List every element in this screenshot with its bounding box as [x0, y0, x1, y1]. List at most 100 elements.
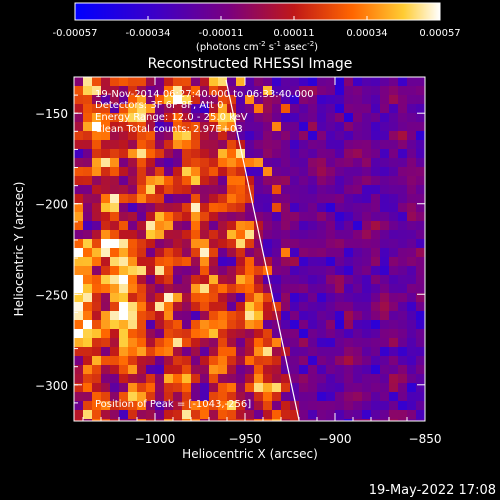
heatmap-cell: [164, 149, 174, 159]
heatmap-cell: [353, 311, 363, 321]
plot-title: Reconstructed RHESSI Image: [148, 56, 353, 72]
heatmap-cell: [245, 275, 255, 285]
heatmap-cell: [200, 113, 210, 123]
heatmap-cell: [263, 338, 273, 348]
heatmap-cell: [407, 320, 417, 330]
heatmap-cell: [92, 293, 102, 303]
heatmap-cell: [101, 383, 111, 393]
heatmap-cell: [119, 140, 129, 150]
colorbar-tick-label: 0.00057: [419, 28, 460, 39]
heatmap-cell: [119, 329, 129, 339]
heatmap-cell: [380, 338, 390, 348]
heatmap-cell: [362, 356, 372, 366]
heatmap-cell: [191, 401, 201, 411]
heatmap-cell: [362, 203, 372, 213]
heatmap-cell: [74, 419, 84, 421]
heatmap-cell: [227, 194, 237, 204]
heatmap-cell: [191, 131, 201, 141]
annotation-time-range: 19-Nov-2014 06:27:40.000 to 06:33:40.000: [95, 89, 314, 100]
heatmap-cell: [236, 365, 246, 375]
heatmap-cell: [191, 419, 201, 421]
heatmap-cell: [137, 410, 147, 420]
heatmap-cell: [281, 203, 291, 213]
heatmap-cell: [119, 311, 129, 321]
heatmap-cell: [389, 149, 399, 159]
heatmap-cell: [74, 194, 84, 204]
heatmap-cell: [146, 131, 156, 141]
heatmap-cell: [200, 401, 210, 411]
heatmap-cell: [146, 392, 156, 402]
heatmap-cell: [389, 347, 399, 357]
heatmap-cell: [272, 356, 282, 366]
heatmap-cell: [254, 284, 264, 294]
heatmap-cell: [92, 122, 102, 132]
heatmap-cell: [209, 104, 219, 114]
heatmap-cell: [218, 77, 228, 87]
heatmap-cell: [326, 95, 336, 105]
heatmap-cell: [281, 140, 291, 150]
heatmap-cell: [308, 347, 318, 357]
heatmap-cell: [245, 338, 255, 348]
heatmap-cell: [155, 212, 165, 222]
heatmap-cell: [128, 239, 138, 249]
heatmap-cell: [137, 383, 147, 393]
heatmap-cell: [281, 383, 291, 393]
heatmap-cell: [191, 221, 201, 231]
heatmap-cell: [299, 104, 309, 114]
heatmap-cell: [254, 239, 264, 249]
heatmap-cell: [227, 113, 237, 123]
heatmap-cell: [416, 392, 425, 402]
heatmap-cell: [299, 284, 309, 294]
heatmap-cell: [263, 230, 273, 240]
y-tick-label: −150: [35, 107, 68, 121]
heatmap-cell: [245, 329, 255, 339]
heatmap-cell: [164, 248, 174, 258]
heatmap-cell: [362, 140, 372, 150]
heatmap-cell: [353, 77, 363, 87]
heatmap-cell: [263, 185, 273, 195]
heatmap-cell: [353, 95, 363, 105]
heatmap-cell: [299, 365, 309, 375]
heatmap-cell: [191, 275, 201, 285]
heatmap-cell: [110, 248, 120, 258]
heatmap-cell: [272, 365, 282, 375]
heatmap-cell: [236, 410, 246, 420]
heatmap-cell: [119, 95, 129, 105]
heatmap-cell: [326, 158, 336, 168]
heatmap-cell: [83, 239, 93, 249]
heatmap-cell: [371, 365, 381, 375]
heatmap-cell: [317, 320, 327, 330]
heatmap-cell: [416, 257, 425, 267]
heatmap-cell: [416, 311, 425, 321]
heatmap-cell: [299, 239, 309, 249]
heatmap-cell: [353, 329, 363, 339]
heatmap-cell: [407, 86, 417, 96]
heatmap-cell: [236, 185, 246, 195]
heatmap-cell: [74, 338, 84, 348]
heatmap-cell: [137, 185, 147, 195]
heatmap-cell: [245, 320, 255, 330]
heatmap-cell: [389, 275, 399, 285]
heatmap-cell: [272, 122, 282, 132]
heatmap-cell: [362, 77, 372, 87]
y-tick-label: −250: [35, 288, 68, 302]
heatmap-cell: [83, 302, 93, 312]
heatmap-cell: [290, 167, 300, 177]
heatmap-cell: [380, 194, 390, 204]
heatmap-cell: [173, 77, 183, 87]
heatmap-cell: [308, 374, 318, 384]
heatmap-cell: [92, 167, 102, 177]
heatmap-cell: [146, 140, 156, 150]
heatmap-cell: [362, 149, 372, 159]
heatmap-cell: [389, 104, 399, 114]
heatmap-cell: [389, 401, 399, 411]
heatmap-cell: [362, 320, 372, 330]
heatmap-cell: [326, 338, 336, 348]
heatmap-cell: [371, 329, 381, 339]
heatmap-cell: [101, 104, 111, 114]
y-axis-label: Heliocentric Y (arcsec): [12, 182, 26, 317]
heatmap-cell: [353, 167, 363, 177]
heatmap-cell: [209, 122, 219, 132]
heatmap-cell: [398, 239, 408, 249]
heatmap-cell: [101, 419, 111, 421]
